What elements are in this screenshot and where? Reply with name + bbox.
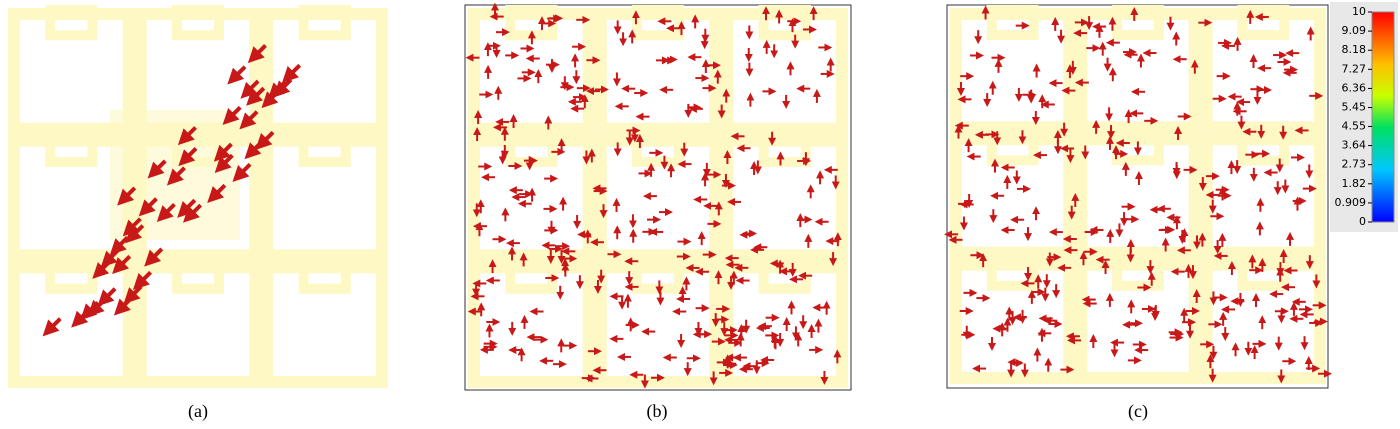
- arrow: [281, 63, 302, 83]
- arrow: [177, 198, 197, 218]
- colorbar-tick-label: 7.27: [1342, 62, 1367, 75]
- arrow: [222, 105, 242, 125]
- pattern-notch: [1112, 5, 1164, 41]
- panel-c: [944, 5, 1332, 384]
- pattern-notch: [1237, 5, 1290, 41]
- arrow: [213, 142, 233, 162]
- pattern-notch: [45, 258, 98, 294]
- pattern-notch: [758, 131, 811, 168]
- caption: (a): [188, 401, 208, 422]
- arrow: [144, 247, 164, 267]
- colorbar-tick-label: 4.55: [1342, 119, 1367, 132]
- pattern-notch: [298, 5, 351, 41]
- pattern-notch: [298, 258, 351, 294]
- caption: (b): [647, 401, 668, 422]
- arrow: [244, 140, 264, 160]
- panel-a: [8, 5, 389, 389]
- arrow: [177, 126, 197, 146]
- arrow: [42, 317, 62, 337]
- pattern-notch: [758, 258, 811, 294]
- colorbar-tick-label: 5.45: [1342, 101, 1367, 114]
- arrow: [97, 287, 117, 307]
- pattern-notch: [171, 258, 225, 294]
- pattern-notch: [505, 131, 558, 168]
- arrow: [227, 65, 247, 85]
- arrow: [109, 235, 129, 256]
- arrow: [207, 183, 227, 203]
- arrow: [138, 197, 158, 217]
- colorbar-tick-label: 2.73: [1342, 158, 1367, 171]
- pattern-notch: [986, 130, 1039, 166]
- pattern-notch: [986, 5, 1039, 41]
- arrow: [125, 224, 145, 244]
- arrow: [112, 254, 132, 274]
- colorbar-tick-label: 0.909: [1335, 196, 1367, 209]
- colorbar-tick-label: 1.82: [1342, 177, 1367, 190]
- arrow: [214, 153, 234, 173]
- panel-b: [465, 2, 848, 389]
- arrow: [247, 44, 267, 64]
- arrow: [267, 80, 287, 100]
- arrow: [255, 130, 275, 150]
- pattern-notch: [505, 258, 558, 294]
- arrow: [113, 296, 133, 316]
- pattern-notch: [758, 5, 811, 41]
- arrow: [232, 162, 252, 182]
- pattern-notch: [631, 131, 685, 168]
- pattern-notch: [631, 5, 685, 41]
- colorbar-ticks: 10 9.09 8.18 7.27 6.36 5.45 4.55 3.64 2.73 1.82 0.…: [1335, 5, 1372, 228]
- pattern-notch: [298, 131, 351, 168]
- arrow: [117, 186, 137, 206]
- pattern-notch: [45, 5, 98, 41]
- pattern-notch: [631, 258, 685, 294]
- arrow: [166, 166, 186, 186]
- pattern-notch: [986, 255, 1039, 291]
- arrow: [132, 270, 152, 290]
- pattern-notch: [1237, 130, 1290, 166]
- arrow: [87, 297, 107, 317]
- arrow: [123, 284, 143, 305]
- arrow: [100, 248, 120, 268]
- arrow: [246, 86, 266, 106]
- arrow: [92, 259, 112, 279]
- colorbar-tick-label: 10: [1352, 5, 1366, 18]
- arrow: [178, 147, 198, 167]
- colorbar: [1371, 11, 1395, 223]
- arrow: [156, 202, 176, 223]
- colorbar-tick-label: 9.09: [1342, 24, 1367, 37]
- arrow: [71, 308, 91, 328]
- pattern-notch: [1112, 255, 1164, 291]
- panel-c-frame: [946, 4, 1329, 389]
- colorbar-tick-label: 0: [1359, 215, 1366, 228]
- pattern-notch: [45, 131, 98, 168]
- colorbar-tick-label: 3.64: [1342, 139, 1367, 152]
- arrow: [239, 110, 259, 130]
- colorbar-tick-label: 6.36: [1342, 81, 1367, 94]
- pattern-notch: [171, 5, 225, 41]
- caption: (c): [1128, 401, 1148, 422]
- colorbar-tick-label: 8.18: [1342, 43, 1367, 56]
- arrow: [147, 159, 167, 179]
